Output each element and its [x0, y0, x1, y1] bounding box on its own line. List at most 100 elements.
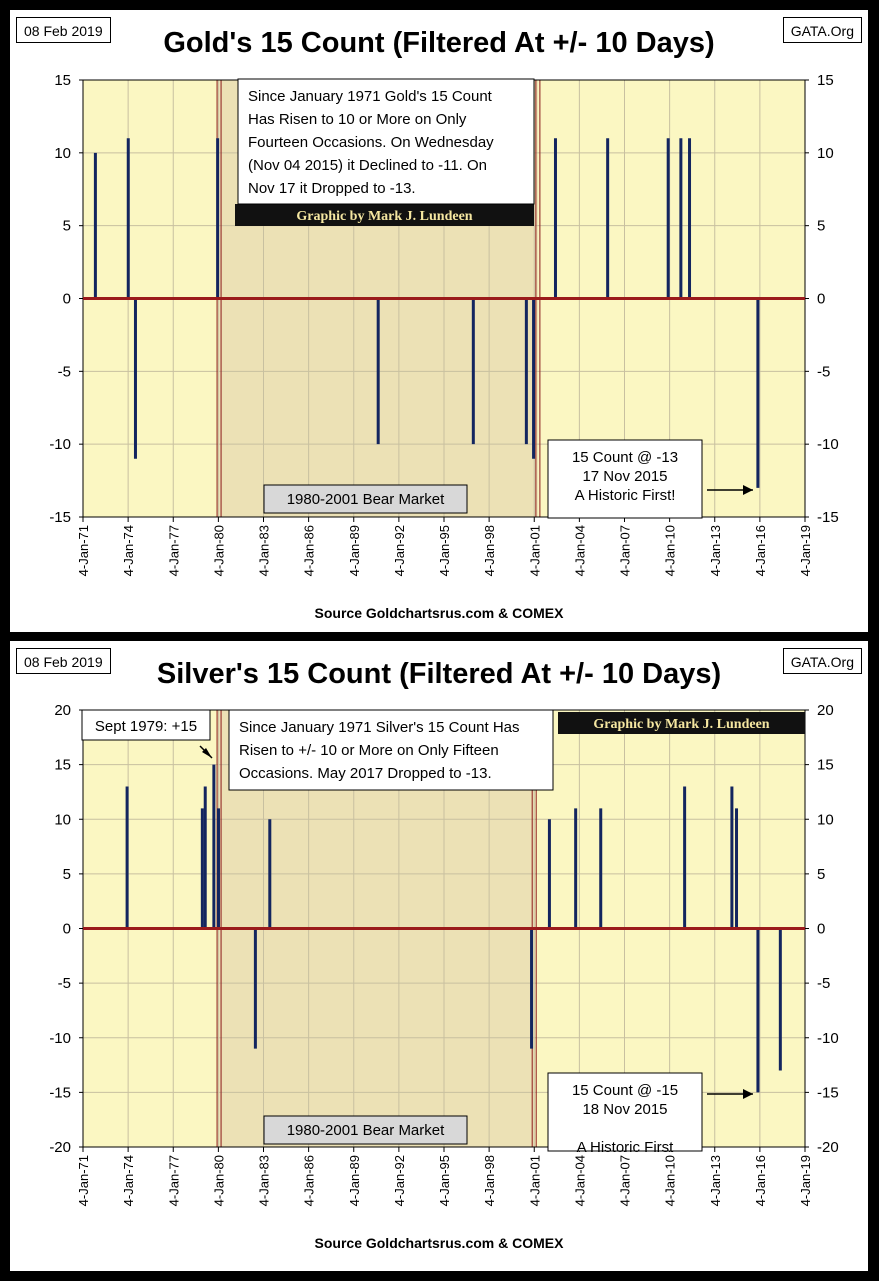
- y-tick-label-right: 10: [817, 811, 834, 828]
- y-tick-label-left: 10: [54, 145, 71, 162]
- x-tick-label: 4-Jan-89: [347, 525, 362, 576]
- y-tick-label-right: 10: [817, 145, 834, 162]
- annotation-note-line: Since January 1971 Silver's 15 Count Has: [239, 719, 520, 736]
- y-tick-label-left: 15: [54, 72, 71, 89]
- y-tick-label-right: 15: [817, 757, 834, 774]
- credit-banner: [235, 204, 534, 226]
- y-tick-label-left: -15: [49, 509, 71, 526]
- sept-1979-arrowhead: [202, 748, 212, 758]
- x-tick-label: 4-Jan-13: [708, 525, 723, 576]
- y-tick-label-right: -10: [817, 1030, 839, 1047]
- sept-1979-callout: Sept 1979: +15: [95, 718, 197, 735]
- gold-chart-panel: 08 Feb 2019 GATA.Org Gold's 15 Count (Fi…: [10, 10, 868, 632]
- callout-line: 17 Nov 2015: [582, 468, 667, 485]
- source-caption: Source Goldchartsrus.com & COMEX: [314, 605, 564, 621]
- y-tick-label-left: 10: [54, 811, 71, 828]
- callout-line: 15 Count @ -15: [572, 1082, 678, 1099]
- x-tick-label: 4-Jan-74: [121, 1155, 136, 1206]
- x-tick-label: 4-Jan-92: [392, 1155, 407, 1206]
- x-tick-label: 4-Jan-19: [798, 1155, 813, 1206]
- x-tick-label: 4-Jan-01: [527, 525, 542, 576]
- annotation-note-line: (Nov 04 2015) it Declined to -11. On: [248, 157, 487, 174]
- y-tick-label-right: -20: [817, 1139, 839, 1156]
- chart-title: Gold's 15 Count (Filtered At +/- 10 Days…: [163, 27, 715, 59]
- x-tick-label: 4-Jan-71: [76, 1155, 91, 1206]
- x-tick-label: 4-Jan-16: [753, 1155, 768, 1206]
- y-tick-label-right: -15: [817, 509, 839, 526]
- callout-arrowhead: [743, 1089, 753, 1099]
- x-tick-label: 4-Jan-80: [211, 1155, 226, 1206]
- silver-chart-panel: 08 Feb 2019 GATA.Org Silver's 15 Count (…: [10, 641, 868, 1271]
- x-tick-label: 4-Jan-04: [572, 1155, 587, 1206]
- x-tick-label: 4-Jan-80: [211, 525, 226, 576]
- y-tick-label-left: 20: [54, 702, 71, 719]
- y-tick-label-left: 0: [63, 291, 71, 308]
- bear-market-label: 1980-2001 Bear Market: [287, 1122, 445, 1139]
- y-tick-label-left: 5: [63, 866, 71, 883]
- x-tick-label: 4-Jan-89: [347, 1155, 362, 1206]
- x-tick-label: 4-Jan-98: [482, 525, 497, 576]
- chart-title: Silver's 15 Count (Filtered At +/- 10 Da…: [156, 658, 722, 690]
- annotation-note-line: Nov 17 it Dropped to -13.: [248, 180, 416, 197]
- sept-1979-callout-box: [81, 709, 211, 741]
- y-tick-label-right: 5: [817, 866, 825, 883]
- x-tick-label: 4-Jan-10: [663, 525, 678, 576]
- annotation-note-line: Occasions. May 2017 Dropped to -13.: [239, 765, 492, 782]
- gold-count-chart: 15 15 10 10 5 5 0 0 -5 -5 -10 -10 -15 -15 4-Jan-71 4-Ja…: [49, 72, 839, 576]
- y-tick-label-right: 0: [817, 921, 825, 938]
- callout-box: [547, 439, 703, 519]
- y-tick-label-right: 5: [817, 218, 825, 235]
- callout-line: A Historic First!: [575, 487, 676, 504]
- annotation-note-box: [237, 78, 535, 205]
- x-tick-label: 4-Jan-86: [302, 1155, 317, 1206]
- y-tick-label-left: -15: [49, 1084, 71, 1101]
- y-tick-label-right: -10: [817, 436, 839, 453]
- y-tick-label-left: -5: [58, 363, 71, 380]
- x-tick-label: 4-Jan-07: [618, 1155, 633, 1206]
- annotation-note-line: Since January 1971 Gold's 15 Count: [248, 88, 493, 105]
- x-tick-label: 4-Jan-83: [257, 1155, 272, 1206]
- annotation-note-line: Has Risen to 10 or More on Only: [248, 111, 467, 128]
- source-label: GATA.Org: [782, 648, 862, 674]
- y-tick-label-left: -10: [49, 436, 71, 453]
- callout-arrowhead: [743, 485, 753, 495]
- annotation-note-box: [228, 709, 554, 791]
- annotation-note-line: Risen to +/- 10 or More on Only Fifteen: [239, 742, 499, 759]
- x-tick-label: 4-Jan-95: [437, 1155, 452, 1206]
- callout-line: 15 Count @ -13: [572, 449, 678, 466]
- y-tick-label-right: -15: [817, 1084, 839, 1101]
- x-tick-label: 4-Jan-10: [663, 1155, 678, 1206]
- credit-banner-text: Graphic by Mark J. Lundeen: [296, 209, 472, 224]
- x-tick-label: 4-Jan-13: [708, 1155, 723, 1206]
- x-tick-label: 4-Jan-98: [482, 1155, 497, 1206]
- x-tick-label: 4-Jan-74: [121, 525, 136, 576]
- y-tick-label-right: 15: [817, 72, 834, 89]
- x-tick-label: 4-Jan-83: [257, 525, 272, 576]
- x-tick-label: 4-Jan-86: [302, 525, 317, 576]
- callout-box: [547, 1072, 703, 1152]
- x-tick-label: 4-Jan-77: [166, 525, 181, 576]
- source-label: GATA.Org: [782, 17, 862, 43]
- x-tick-label: 4-Jan-95: [437, 525, 452, 576]
- x-tick-label: 4-Jan-01: [527, 1155, 542, 1206]
- y-tick-label-right: -5: [817, 363, 830, 380]
- y-tick-label-left: 0: [63, 921, 71, 938]
- y-tick-label-right: 0: [817, 291, 825, 308]
- callout-line: A Historic First: [577, 1139, 675, 1156]
- y-tick-label-left: -20: [49, 1139, 71, 1156]
- annotation-note-line: Fourteen Occasions. On Wednesday: [248, 134, 494, 151]
- x-tick-label: 4-Jan-71: [76, 525, 91, 576]
- x-tick-label: 4-Jan-19: [798, 525, 813, 576]
- bear-market-label-box: [263, 484, 468, 514]
- y-tick-label-left: 15: [54, 757, 71, 774]
- y-tick-label-left: 5: [63, 218, 71, 235]
- x-tick-label: 4-Jan-04: [572, 525, 587, 576]
- y-tick-label-left: -10: [49, 1030, 71, 1047]
- y-tick-label-right: 20: [817, 702, 834, 719]
- credit-banner: [558, 712, 805, 734]
- y-tick-label-right: -5: [817, 975, 830, 992]
- source-caption: Source Goldchartsrus.com & COMEX: [314, 1235, 564, 1251]
- x-tick-label: 4-Jan-92: [392, 525, 407, 576]
- credit-banner-text: Graphic by Mark J. Lundeen: [593, 717, 769, 732]
